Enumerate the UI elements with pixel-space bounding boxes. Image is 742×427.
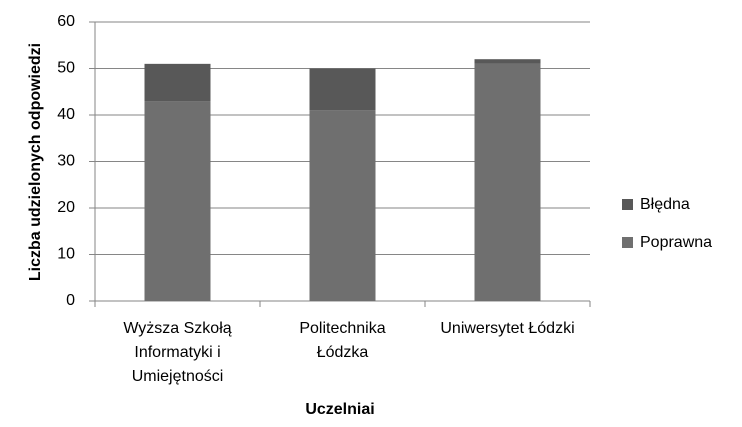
legend-label: Błędna xyxy=(640,196,690,213)
y-axis-title: Liczba udzielonych odpowiedzi xyxy=(27,43,44,281)
legend-swatch xyxy=(622,199,633,210)
x-tick-label-box: Wyższa Szkołą Informatyki i Umiejętności xyxy=(123,320,232,385)
bar-segment xyxy=(309,110,376,301)
x-tick-label: Uniwersytet Łódzki xyxy=(440,320,575,337)
x-tick-label-box: Politechnika Łódzka xyxy=(299,320,386,361)
legend-swatch xyxy=(622,237,633,248)
y-tick-label: 0 xyxy=(66,292,75,309)
bar-segment xyxy=(144,101,211,301)
y-tick-label: 60 xyxy=(57,13,75,30)
legend-label: Poprawna xyxy=(640,234,712,251)
y-tick-label: 10 xyxy=(57,246,75,263)
x-axis-title: Uczelniai xyxy=(305,401,374,418)
y-tick-label: 20 xyxy=(57,199,75,216)
x-tick-label: Wyższa Szkołą Informatyki i Umiejętności xyxy=(123,320,232,385)
bar-segment xyxy=(474,59,541,64)
x-tick-label: Politechnika Łódzka xyxy=(299,320,386,361)
bar-segment xyxy=(144,63,211,102)
y-tick-label: 30 xyxy=(57,153,75,170)
y-tick-label: 50 xyxy=(57,60,75,77)
x-tick-label-box: Uniwersytet Łódzki xyxy=(440,320,575,337)
y-tick-label: 40 xyxy=(57,106,75,123)
bar-segment xyxy=(474,63,541,301)
bar-segment xyxy=(309,68,376,111)
